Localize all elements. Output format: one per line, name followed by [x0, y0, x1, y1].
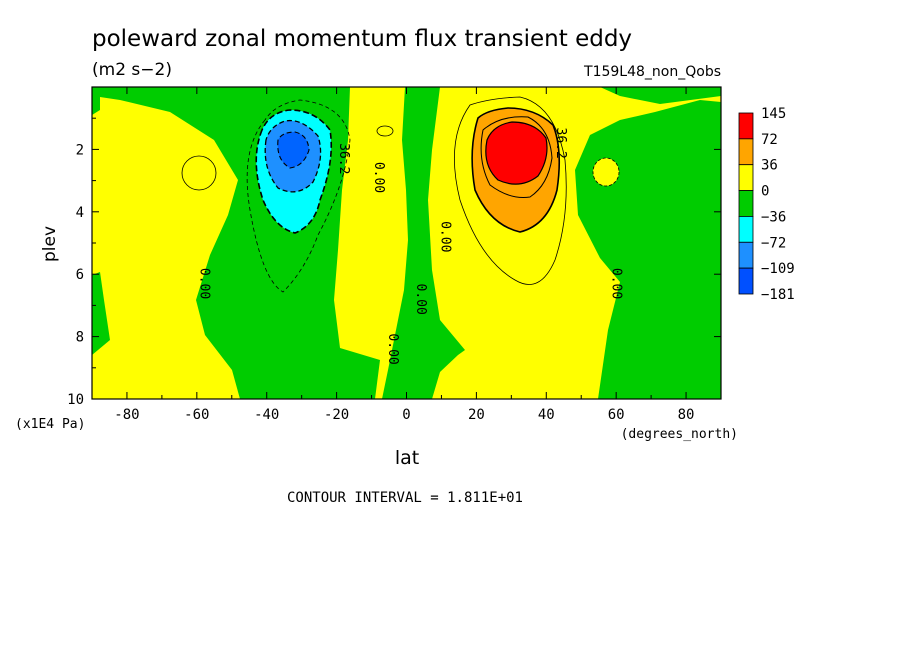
contour-label: 0.00: [437, 221, 452, 252]
x-tick-label: -60: [184, 407, 209, 423]
x-tick-label: 0: [402, 407, 410, 423]
x-tick-label: 40: [538, 407, 555, 423]
x-tick-label: -20: [324, 407, 349, 423]
y-tick-label: 6: [76, 267, 84, 283]
y-tick-label: 2: [76, 142, 84, 158]
contour-label: 0.00: [609, 268, 624, 299]
x-tick-label: -40: [254, 407, 279, 423]
contour-labels: 0.00 0.00 0.00 0.00 0.00 0.00 36.2 36.2: [196, 128, 624, 365]
colorbar-label: −109: [761, 261, 795, 277]
colorbar-swatch: [738, 241, 754, 269]
run-label: T159L48_non_Qobs: [583, 64, 721, 80]
y-axis: 2 4 6 8 10: [67, 117, 721, 408]
x-axis: -80 -60 -40 -20 0 20 40 60 80: [91, 87, 722, 423]
colorbar-legend: 145 72 36 0 −36 −72 −109 −181: [738, 106, 795, 303]
colorbar-label: 145: [761, 106, 786, 122]
colorbar-label: 0: [761, 184, 769, 200]
contour-label: 36.2: [553, 128, 568, 159]
contour-label: 0.00: [371, 162, 386, 193]
y-tick-label: 8: [76, 330, 84, 346]
y-axis-label: plev: [40, 226, 60, 262]
region-negative-left-edge: [92, 87, 100, 115]
contour-label: 36.2: [336, 143, 351, 174]
chart-title: poleward zonal momentum flux transient e…: [92, 26, 632, 52]
y-axis-units: (x1E4 Pa): [15, 417, 85, 432]
island-positive-sh: [181, 155, 217, 191]
contour-label: 0.00: [196, 268, 211, 299]
contour-negative-outer: [246, 99, 351, 293]
x-tick-label: -80: [114, 407, 139, 423]
region-deep-blue: [277, 131, 310, 169]
colorbar-swatch: [738, 164, 754, 191]
contour-positive-outer: [453, 96, 567, 285]
x-tick-label: 60: [608, 407, 625, 423]
colorbar-swatch: [738, 190, 754, 217]
x-axis-label: lat: [395, 447, 419, 469]
colorbar-swatch: [738, 138, 754, 166]
plot-area: [92, 87, 721, 399]
contour-orange-inner: [480, 116, 553, 198]
x-tick-label: 20: [468, 407, 485, 423]
colorbar-label: 36: [761, 158, 778, 174]
y-tick-label: 10: [67, 392, 84, 408]
colorbar-label: −181: [761, 287, 795, 303]
region-red: [485, 121, 548, 185]
colorbar-label: 72: [761, 132, 778, 148]
region-negative-left-lower: [92, 272, 110, 355]
island-positive-nh: [592, 157, 620, 187]
region-negative-top-right: [600, 87, 721, 104]
y-tick-label: 4: [76, 205, 84, 221]
units-label: (m2 s−2): [92, 60, 172, 80]
island-positive-eq: [376, 125, 394, 137]
colorbar-label: −72: [761, 235, 786, 251]
contour-interval-note: CONTOUR INTERVAL = 1.811E+01: [287, 490, 523, 506]
colorbar-label: −36: [761, 209, 786, 225]
colorbar-swatch: [738, 216, 754, 243]
x-axis-units: (degrees_north): [621, 427, 738, 442]
x-tick-label: 80: [678, 407, 695, 423]
colorbar-swatch: [738, 112, 754, 140]
contour-label: 0.00: [385, 333, 400, 364]
contour-label: 0.00: [413, 284, 428, 315]
region-negative-equator: [382, 87, 465, 399]
colorbar-swatch: [738, 267, 754, 295]
